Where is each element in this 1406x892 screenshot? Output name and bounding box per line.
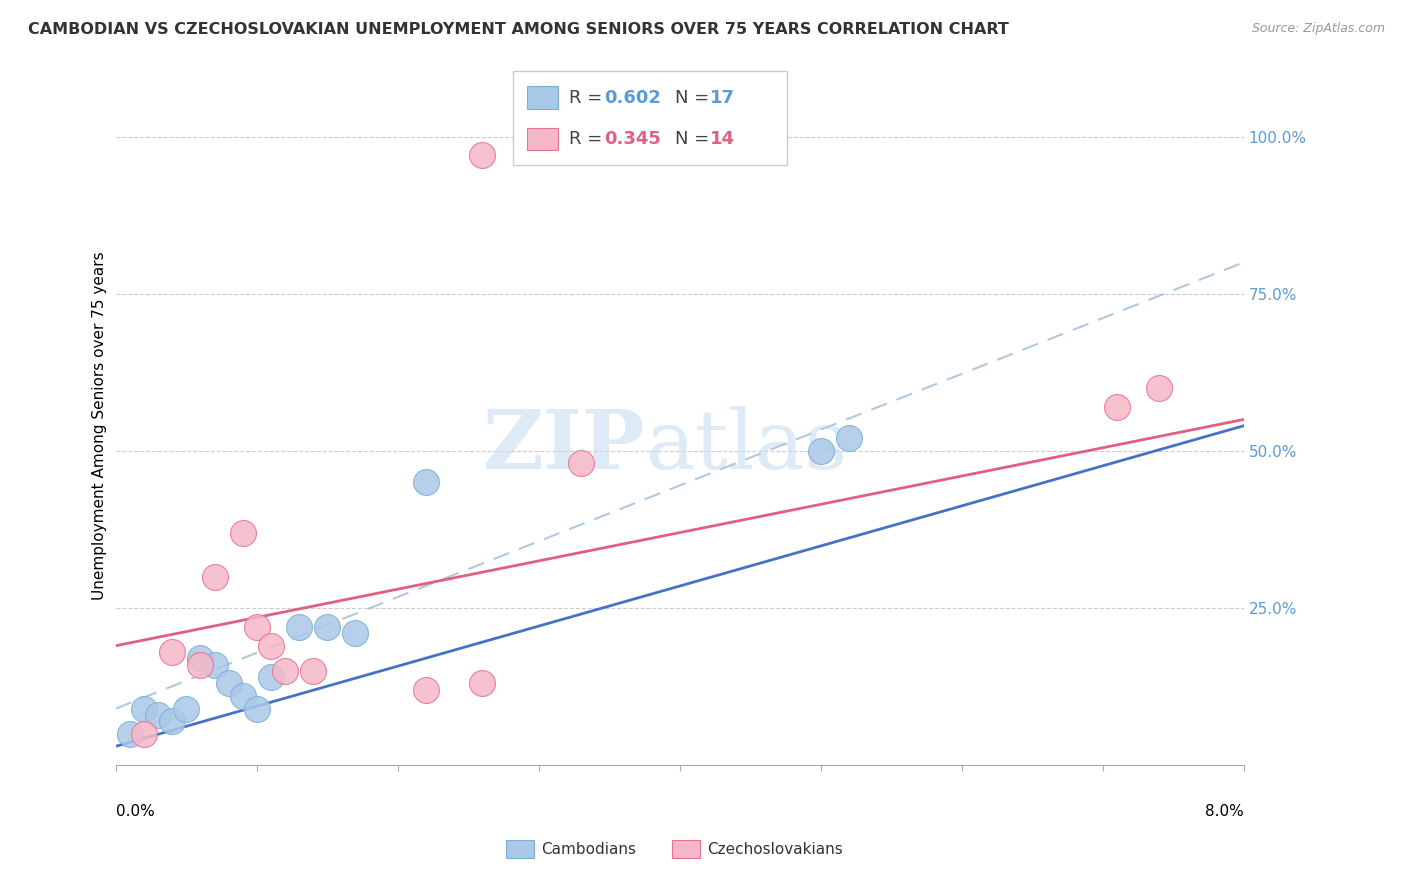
Y-axis label: Unemployment Among Seniors over 75 years: Unemployment Among Seniors over 75 years	[93, 252, 107, 600]
Point	[260, 670, 283, 684]
Point	[302, 664, 325, 678]
Text: 8.0%: 8.0%	[1205, 804, 1244, 819]
Text: N =: N =	[675, 88, 714, 106]
Text: 14: 14	[710, 130, 735, 148]
Point	[246, 620, 269, 634]
Text: CAMBODIAN VS CZECHOSLOVAKIAN UNEMPLOYMENT AMONG SENIORS OVER 75 YEARS CORRELATIO: CAMBODIAN VS CZECHOSLOVAKIAN UNEMPLOYMEN…	[28, 22, 1010, 37]
Point	[204, 569, 226, 583]
Point	[190, 657, 212, 672]
Text: 0.345: 0.345	[605, 130, 661, 148]
Point	[810, 443, 832, 458]
Point	[132, 727, 155, 741]
Text: ZIP: ZIP	[484, 406, 645, 486]
Text: Cambodians: Cambodians	[541, 842, 637, 856]
Point	[1105, 400, 1128, 414]
Text: 0.602: 0.602	[605, 88, 661, 106]
Text: 0.0%: 0.0%	[115, 804, 155, 819]
Point	[569, 457, 592, 471]
Point	[344, 626, 367, 640]
Point	[288, 620, 311, 634]
Point	[415, 475, 437, 490]
Point	[132, 701, 155, 715]
Point	[232, 689, 254, 703]
Point	[218, 676, 240, 690]
Point	[838, 431, 860, 445]
Point	[118, 727, 141, 741]
Point	[160, 714, 183, 728]
Text: Czechoslovakians: Czechoslovakians	[707, 842, 844, 856]
Point	[415, 682, 437, 697]
Point	[190, 651, 212, 665]
Point	[204, 657, 226, 672]
Point	[146, 707, 169, 722]
Point	[232, 525, 254, 540]
Point	[274, 664, 297, 678]
Text: R =: R =	[569, 88, 609, 106]
Text: R =: R =	[569, 130, 609, 148]
Point	[1147, 381, 1170, 395]
Text: 17: 17	[710, 88, 735, 106]
Point	[471, 676, 494, 690]
Text: atlas: atlas	[645, 406, 848, 486]
Point	[246, 701, 269, 715]
Point	[316, 620, 339, 634]
Point	[260, 639, 283, 653]
Point	[160, 645, 183, 659]
Point	[471, 148, 494, 162]
Text: Source: ZipAtlas.com: Source: ZipAtlas.com	[1251, 22, 1385, 36]
Point	[176, 701, 198, 715]
Text: N =: N =	[675, 130, 714, 148]
